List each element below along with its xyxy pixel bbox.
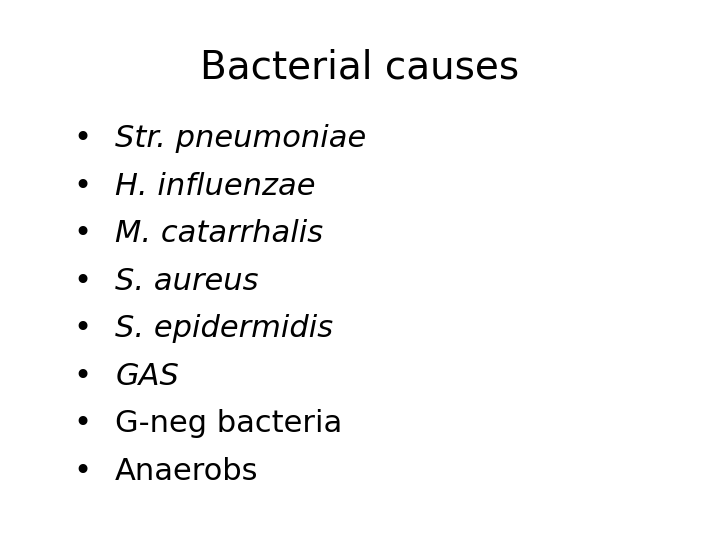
Text: S. aureus: S. aureus (115, 267, 258, 296)
Text: •: • (73, 219, 92, 248)
Text: •: • (73, 172, 92, 201)
Text: GAS: GAS (115, 362, 179, 391)
Text: •: • (73, 314, 92, 343)
Text: •: • (73, 267, 92, 296)
Text: Str. pneumoniae: Str. pneumoniae (115, 124, 366, 153)
Text: •: • (73, 409, 92, 438)
Text: Anaerobs: Anaerobs (115, 457, 258, 486)
Text: •: • (73, 362, 92, 391)
Text: •: • (73, 457, 92, 486)
Text: H. influenzae: H. influenzae (115, 172, 315, 201)
Text: •: • (73, 124, 92, 153)
Text: Bacterial causes: Bacterial causes (200, 49, 520, 86)
Text: S. epidermidis: S. epidermidis (115, 314, 333, 343)
Text: G-neg bacteria: G-neg bacteria (115, 409, 343, 438)
Text: M. catarrhalis: M. catarrhalis (115, 219, 323, 248)
